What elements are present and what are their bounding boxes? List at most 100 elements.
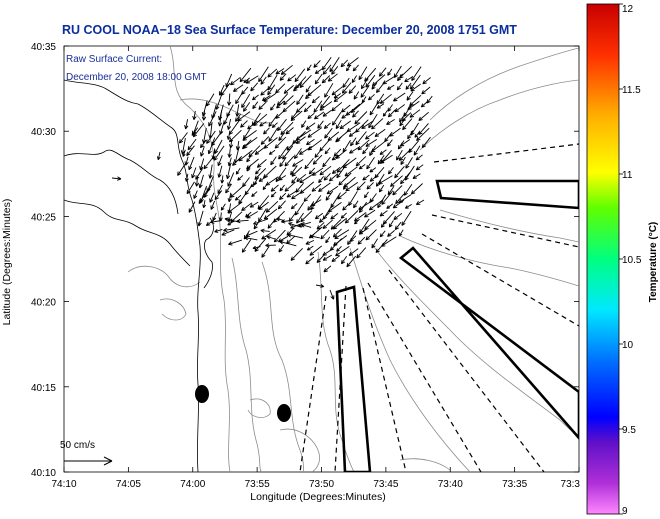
current-vector <box>342 203 350 211</box>
current-vector <box>330 213 339 220</box>
current-vector <box>355 156 367 167</box>
contour-line <box>349 247 471 472</box>
current-vector <box>365 139 378 147</box>
y-tick-label: 40:10 <box>31 468 56 479</box>
current-vector <box>379 230 386 238</box>
current-vector <box>371 118 384 130</box>
current-vector <box>261 246 270 258</box>
current-vector <box>413 145 421 156</box>
current-vector <box>265 200 279 213</box>
current-vector <box>305 239 315 245</box>
current-vector <box>288 222 302 228</box>
current-vector <box>287 74 297 82</box>
current-vector <box>324 127 333 139</box>
current-vector <box>188 156 195 171</box>
current-vector <box>236 218 249 224</box>
current-vector <box>379 93 392 104</box>
current-vector <box>402 118 413 131</box>
current-vector <box>399 139 411 147</box>
current-vector <box>407 130 414 140</box>
current-vector <box>387 230 395 237</box>
current-vector <box>237 175 244 181</box>
current-vector <box>379 154 393 164</box>
colorbar-tick-label: 9.5 <box>622 425 636 436</box>
current-vector <box>235 104 240 117</box>
y-tick-label: 40:25 <box>31 212 56 223</box>
current-vector <box>329 57 340 73</box>
station-marker <box>195 385 209 403</box>
contour-line <box>399 458 451 471</box>
current-vector <box>308 167 316 175</box>
current-vector <box>321 75 331 84</box>
station-marker <box>277 404 291 422</box>
current-vector <box>290 247 303 261</box>
current-vector <box>355 131 367 146</box>
current-vector <box>207 137 216 155</box>
current-vector <box>227 148 232 158</box>
current-vector <box>418 111 429 122</box>
current-vector <box>226 118 232 130</box>
current-vector <box>376 103 385 109</box>
dashed-line <box>367 282 482 472</box>
current-vector <box>300 210 313 223</box>
current-vector <box>263 208 278 220</box>
current-vector <box>177 163 186 176</box>
current-vector <box>208 164 213 179</box>
y-tick-label: 40:15 <box>31 383 56 394</box>
current-vector <box>331 166 341 174</box>
plot-area <box>63 45 580 473</box>
current-vector <box>360 77 369 90</box>
current-vector <box>252 101 259 110</box>
current-vector <box>405 157 413 169</box>
current-vector <box>333 91 348 103</box>
current-vector <box>375 173 385 187</box>
colorbar-tick-label: 10 <box>622 340 634 351</box>
current-vector <box>398 229 404 237</box>
current-vector <box>306 138 315 146</box>
current-vector <box>270 184 279 192</box>
current-vector <box>364 191 369 199</box>
contour-line <box>399 235 579 287</box>
current-vector <box>202 200 207 209</box>
current-vector <box>356 247 367 259</box>
current-vector <box>201 110 207 121</box>
current-vector <box>324 83 334 98</box>
current-vector <box>393 212 403 221</box>
scale-reference: 50 cm/s <box>60 440 113 466</box>
coastline <box>64 79 201 472</box>
current-vector <box>281 219 294 224</box>
current-vector <box>279 157 287 167</box>
current-vector <box>416 127 430 142</box>
current-vector <box>319 101 333 111</box>
current-vector <box>332 217 347 230</box>
current-vector <box>255 168 261 175</box>
current-vector <box>418 123 429 136</box>
contour-line <box>279 428 320 472</box>
current-vector <box>198 190 208 204</box>
current-vector <box>348 85 357 94</box>
current-vector <box>278 131 286 141</box>
contour-line <box>261 261 305 472</box>
current-vector <box>397 73 403 82</box>
current-vector <box>322 248 334 256</box>
current-vector <box>309 245 323 256</box>
current-vector <box>286 190 297 198</box>
contour-line <box>429 47 579 121</box>
current-vector <box>182 149 186 157</box>
current-vector <box>268 149 276 155</box>
current-vector <box>353 91 360 100</box>
current-vector <box>111 176 122 181</box>
current-vector <box>414 131 420 138</box>
contour-line <box>231 257 263 472</box>
current-vector <box>335 119 342 130</box>
current-vector <box>341 111 352 119</box>
current-vector <box>336 245 342 252</box>
axes: 74:10 74:05 74:00 73:55 73:50 73:45 73:40 73:35… <box>31 42 580 490</box>
current-vector <box>348 248 359 256</box>
current-vector <box>415 154 423 161</box>
current-vector <box>348 191 358 206</box>
current-vector <box>314 73 323 85</box>
current-vector <box>387 104 393 112</box>
current-vector <box>184 173 189 182</box>
current-vector <box>247 120 258 130</box>
